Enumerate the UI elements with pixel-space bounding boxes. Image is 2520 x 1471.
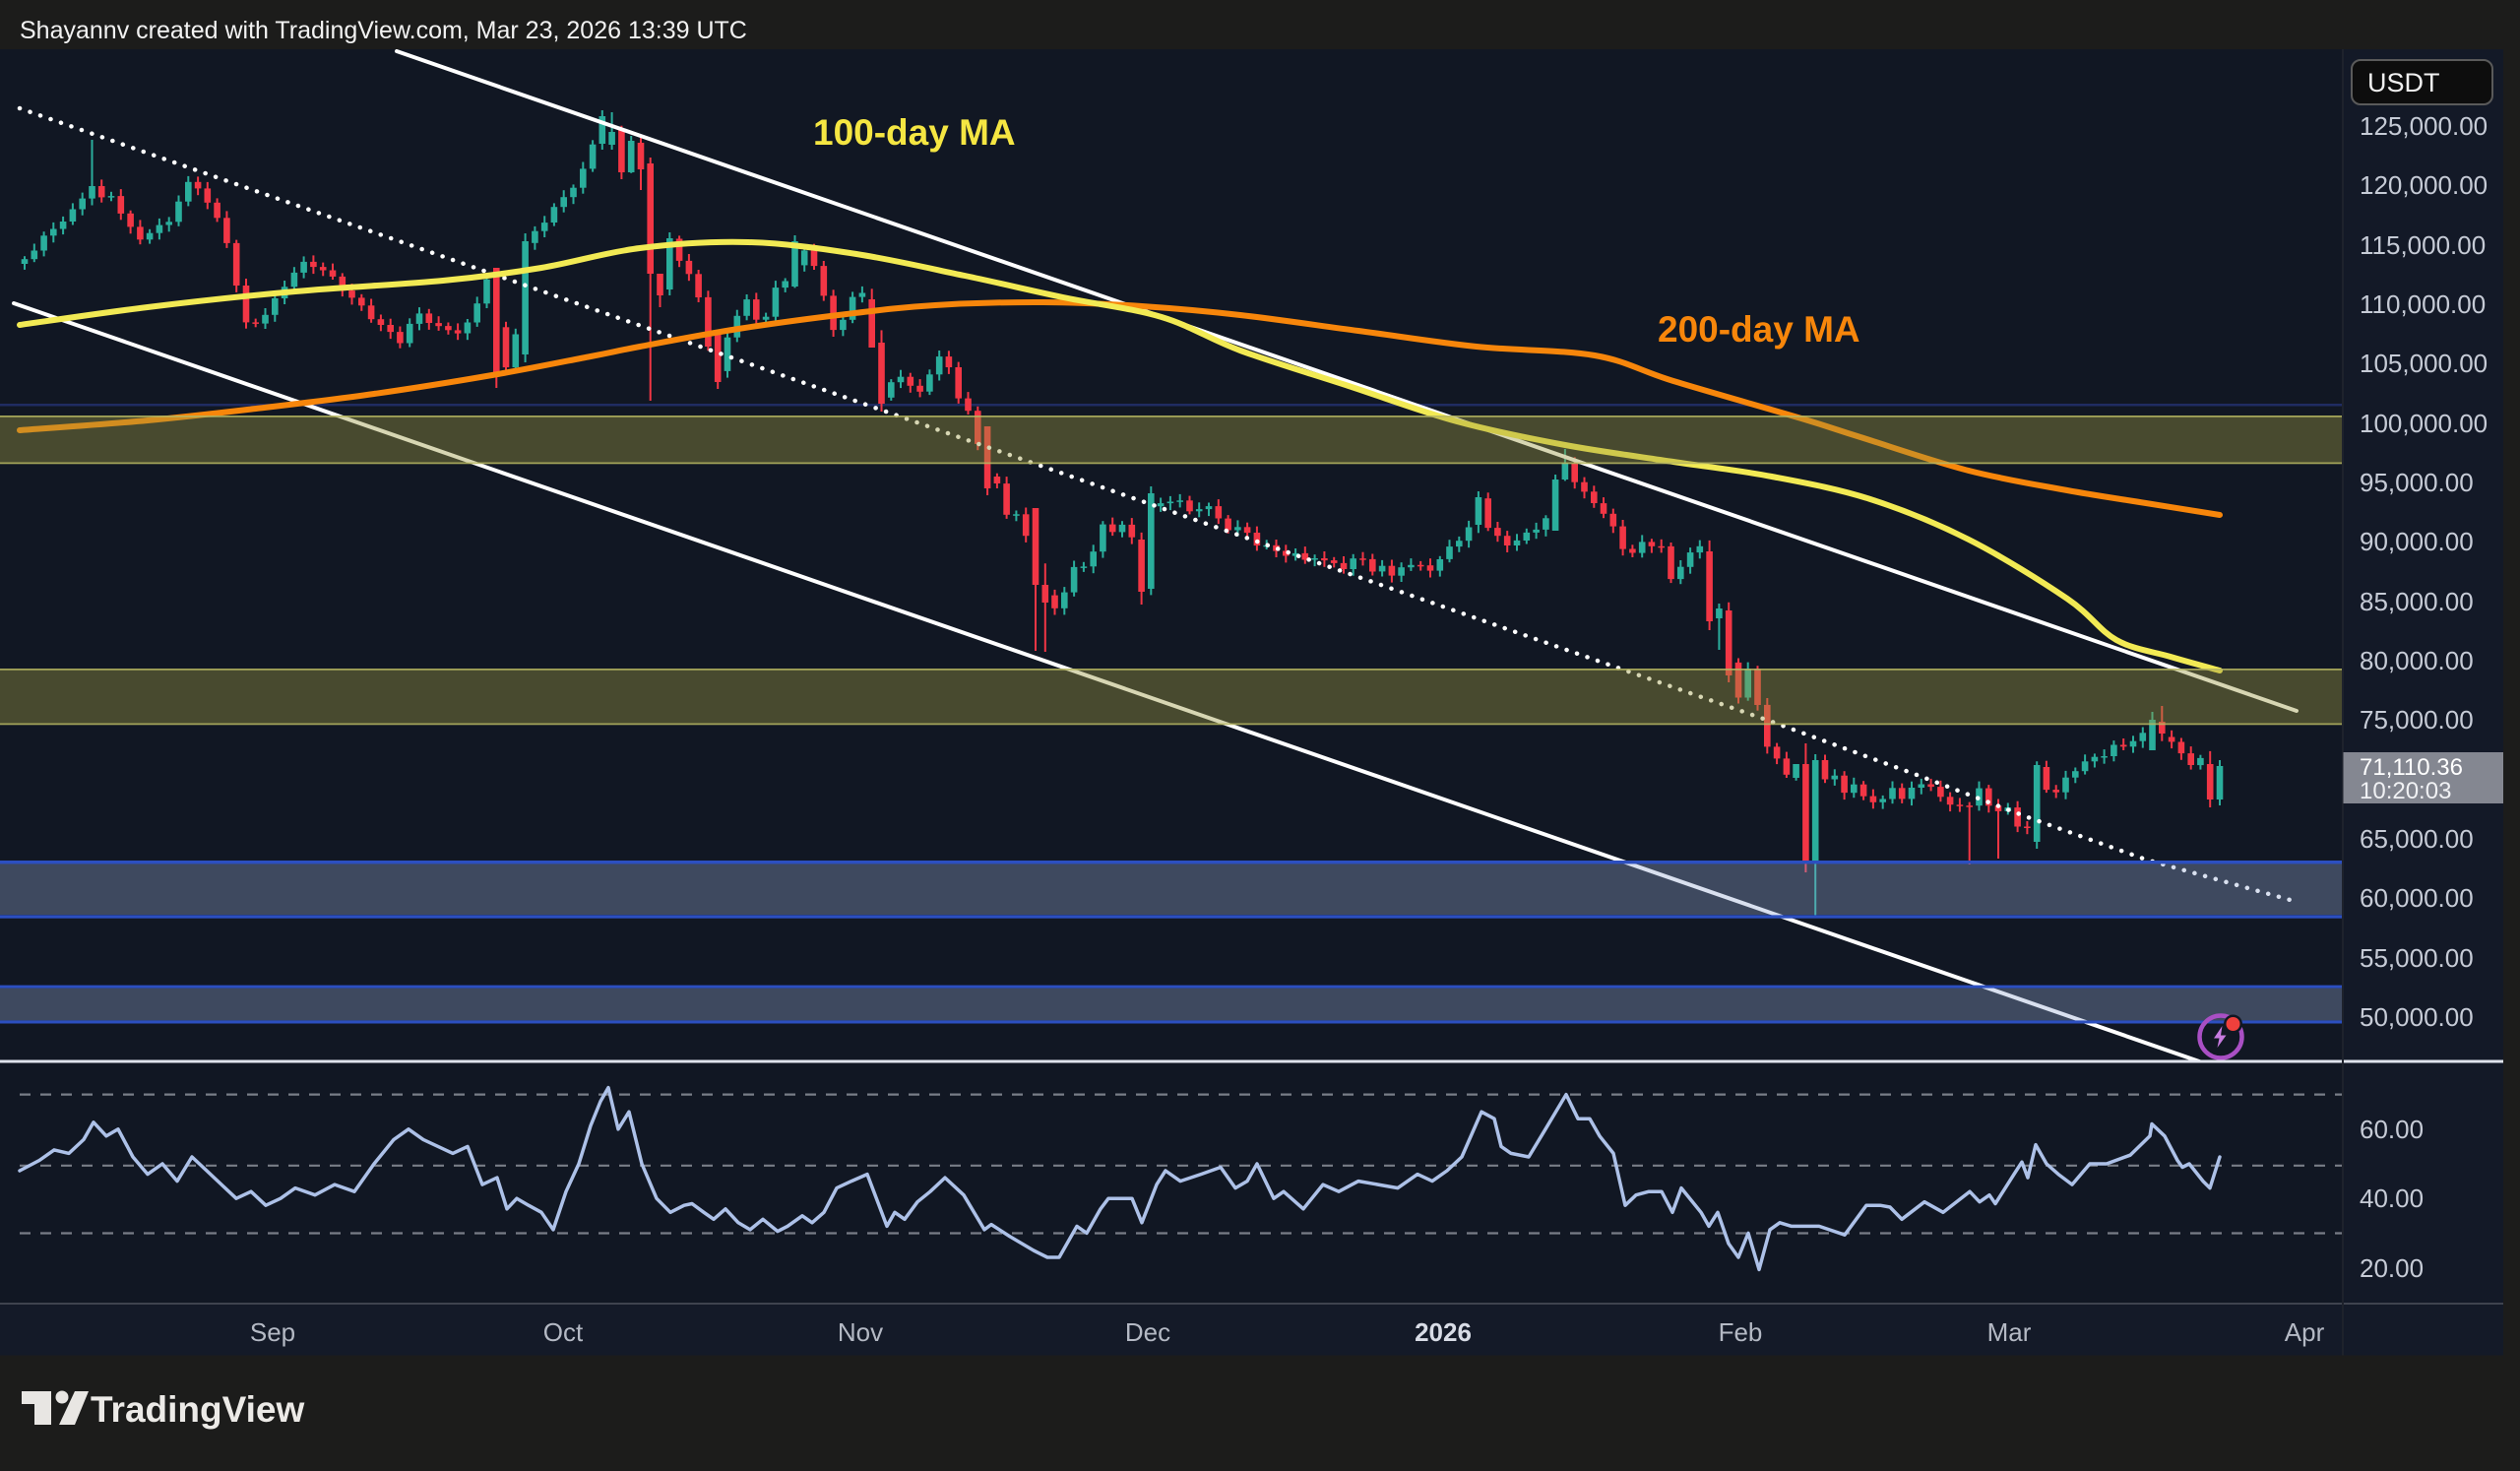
svg-text:USDT: USDT bbox=[2367, 68, 2440, 97]
svg-text:120,000.00: 120,000.00 bbox=[2360, 170, 2488, 200]
svg-text:65,000.00: 65,000.00 bbox=[2360, 824, 2474, 854]
svg-text:TradingView: TradingView bbox=[91, 1389, 304, 1430]
svg-text:71,110.36: 71,110.36 bbox=[2360, 754, 2463, 781]
svg-text:100-day MA: 100-day MA bbox=[813, 112, 1016, 153]
svg-text:75,000.00: 75,000.00 bbox=[2360, 705, 2474, 735]
svg-text:55,000.00: 55,000.00 bbox=[2360, 943, 2474, 973]
svg-text:60.00: 60.00 bbox=[2360, 1115, 2424, 1144]
svg-text:Apr: Apr bbox=[2285, 1317, 2325, 1347]
svg-text:10:20:03: 10:20:03 bbox=[2360, 778, 2451, 804]
svg-text:50,000.00: 50,000.00 bbox=[2360, 1002, 2474, 1032]
svg-text:Sep: Sep bbox=[250, 1317, 295, 1347]
svg-text:115,000.00: 115,000.00 bbox=[2360, 230, 2486, 260]
svg-text:85,000.00: 85,000.00 bbox=[2360, 587, 2474, 616]
svg-text:2026: 2026 bbox=[1415, 1317, 1472, 1347]
svg-text:200-day MA: 200-day MA bbox=[1658, 309, 1860, 350]
svg-text:60,000.00: 60,000.00 bbox=[2360, 883, 2474, 913]
svg-text:100,000.00: 100,000.00 bbox=[2360, 409, 2488, 438]
svg-text:Shayannv created with TradingV: Shayannv created with TradingView.com, M… bbox=[20, 17, 747, 44]
svg-text:Oct: Oct bbox=[543, 1317, 584, 1347]
svg-text:40.00: 40.00 bbox=[2360, 1183, 2424, 1213]
svg-text:110,000.00: 110,000.00 bbox=[2360, 289, 2486, 319]
svg-text:Mar: Mar bbox=[1987, 1317, 2032, 1347]
svg-text:20.00: 20.00 bbox=[2360, 1253, 2424, 1283]
svg-text:95,000.00: 95,000.00 bbox=[2360, 468, 2474, 497]
svg-text:Nov: Nov bbox=[838, 1317, 883, 1347]
svg-text:80,000.00: 80,000.00 bbox=[2360, 646, 2474, 675]
svg-text:125,000.00: 125,000.00 bbox=[2360, 111, 2488, 141]
svg-text:Dec: Dec bbox=[1125, 1317, 1170, 1347]
svg-text:105,000.00: 105,000.00 bbox=[2360, 349, 2488, 378]
svg-text:Feb: Feb bbox=[1719, 1317, 1763, 1347]
svg-text:90,000.00: 90,000.00 bbox=[2360, 527, 2474, 556]
